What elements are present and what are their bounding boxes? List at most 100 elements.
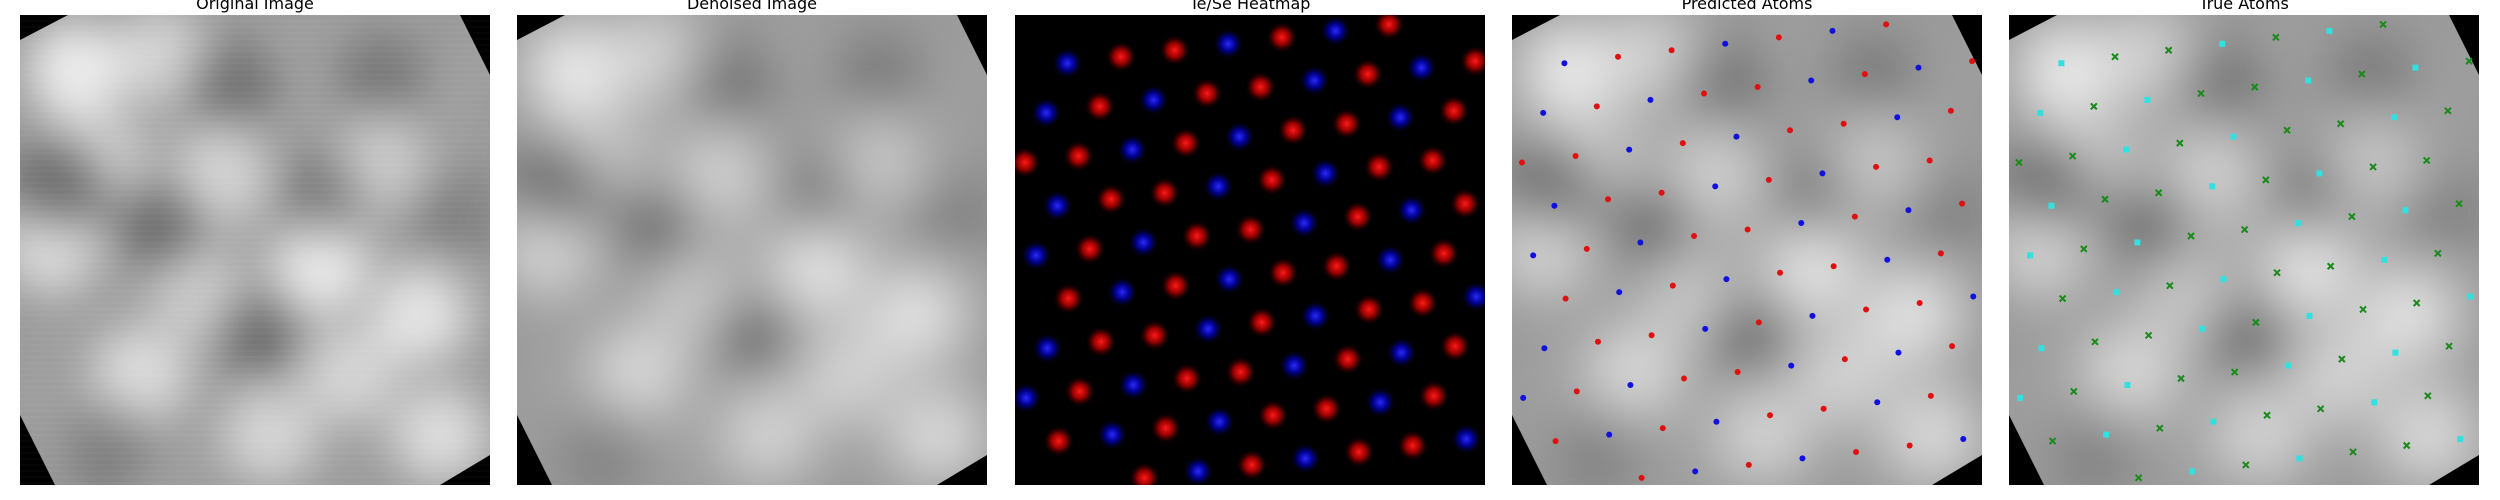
te-heat-spot [1459, 45, 1485, 78]
atom-contrast [90, 92, 119, 121]
atom-contrast [103, 420, 132, 449]
atom-contrast [189, 457, 218, 485]
true-te-atom [2197, 89, 2205, 98]
atom-contrast [242, 450, 271, 479]
atom-contrast [348, 202, 377, 231]
atom-contrast [781, 116, 810, 145]
true-te-atom [2111, 53, 2119, 61]
true-te-atom [2058, 294, 2067, 303]
bright-region [869, 267, 965, 363]
atom-contrast [251, 73, 280, 102]
true-se-atom [2017, 394, 2024, 401]
atom-contrast [80, 234, 109, 263]
te-heat-spot [1437, 94, 1470, 127]
atom-contrast [2369, 15, 2398, 39]
predicted-te-atom [1679, 140, 1686, 147]
true-se-atom [2371, 399, 2378, 406]
true-te-atom [2434, 249, 2442, 258]
predicted-te-atom [1873, 163, 1880, 170]
atom-contrast [467, 282, 490, 311]
atom-contrast [517, 383, 543, 412]
true-te-atom [2080, 245, 2088, 253]
atom-contrast [456, 189, 485, 218]
corner-mask [517, 415, 552, 485]
atom-contrast [178, 364, 207, 393]
te-heat-spot [1257, 399, 1290, 432]
atom-contrast [953, 189, 982, 218]
atom-contrast [123, 135, 152, 164]
atom-contrast [2009, 148, 2033, 177]
atom-contrast [855, 60, 884, 89]
atom-contrast [728, 358, 757, 387]
se-heat-spot [1223, 120, 1256, 153]
predicted-te-atom [1830, 263, 1837, 270]
predicted-te-atom [1883, 21, 1890, 28]
se-heat-spot [1137, 83, 1170, 116]
atom-contrast [316, 159, 345, 188]
atom-contrast [814, 394, 843, 423]
predicted-te-atom [1969, 58, 1976, 65]
atom-contrast [802, 66, 831, 95]
te-heat-spot [1191, 77, 1224, 110]
true-se-atom [2295, 220, 2302, 227]
se-heat-spot [1117, 368, 1150, 401]
dark-region [110, 175, 210, 275]
atom-contrast [2124, 463, 2153, 485]
atom-contrast [210, 407, 239, 436]
atom-contrast [380, 15, 409, 39]
panel-title: Original Image [196, 0, 314, 13]
predicted-se-atom [1808, 77, 1815, 84]
bright-region [372, 267, 468, 363]
predicted-te-atom [1947, 107, 1954, 114]
atom-contrast [337, 109, 366, 138]
se-heat-spot [1374, 243, 1407, 276]
se-heat-spot [1450, 423, 1483, 456]
atom-contrast [761, 401, 790, 430]
predicted-se-atom [1647, 96, 1654, 103]
se-heat-spot [1395, 194, 1428, 227]
true-te-atom [2348, 212, 2356, 221]
predicted-te-atom [1777, 269, 1784, 276]
atom-contrast [317, 394, 346, 423]
true-se-atom [2124, 381, 2131, 388]
predicted-te-atom [1638, 474, 1645, 481]
te-heat-spot [1416, 144, 1449, 177]
bright-region [2261, 217, 2357, 313]
atom-contrast [877, 15, 906, 39]
true-te-atom [2424, 392, 2432, 400]
true-te-atom [2263, 411, 2271, 419]
true-se-atom [2285, 362, 2292, 369]
panel-denoised: Denoised Image [517, 0, 987, 485]
te-heat-spot [1181, 219, 1214, 252]
predicted-te-atom [1853, 448, 1860, 455]
bright-region [2361, 267, 2457, 363]
atom-contrast [144, 85, 173, 114]
se-heat-spot [1127, 226, 1160, 259]
true-te-atom [2068, 152, 2077, 160]
atom-contrast [517, 148, 541, 177]
dark-region [1672, 35, 1772, 135]
predicted-te-atom [1840, 120, 1847, 127]
panel-true: True Atoms [2009, 0, 2479, 485]
true-se-atom [2392, 349, 2399, 356]
atom-contrast [403, 431, 432, 460]
predicted-se-atom [1722, 40, 1729, 47]
te-heat-spot [1234, 213, 1267, 246]
te-heat-spot [1245, 306, 1278, 339]
te-heat-spot [1341, 200, 1374, 233]
predicted-te-atom [1775, 34, 1782, 41]
atom-contrast [620, 135, 649, 164]
true-te-atom [2070, 387, 2078, 396]
atom-contrast [577, 234, 606, 263]
atom-contrast [823, 16, 852, 45]
true-te-atom [2250, 83, 2259, 91]
predicted-te-atom [1820, 405, 1827, 412]
atom-contrast [545, 191, 574, 220]
atom-contrast [413, 288, 442, 317]
atom-contrast [423, 146, 452, 175]
dark-region [2169, 35, 2269, 135]
atom-contrast [241, 215, 270, 244]
heatmap-image [1015, 15, 1485, 485]
atom-contrast [145, 321, 174, 350]
atom-contrast [609, 42, 638, 71]
